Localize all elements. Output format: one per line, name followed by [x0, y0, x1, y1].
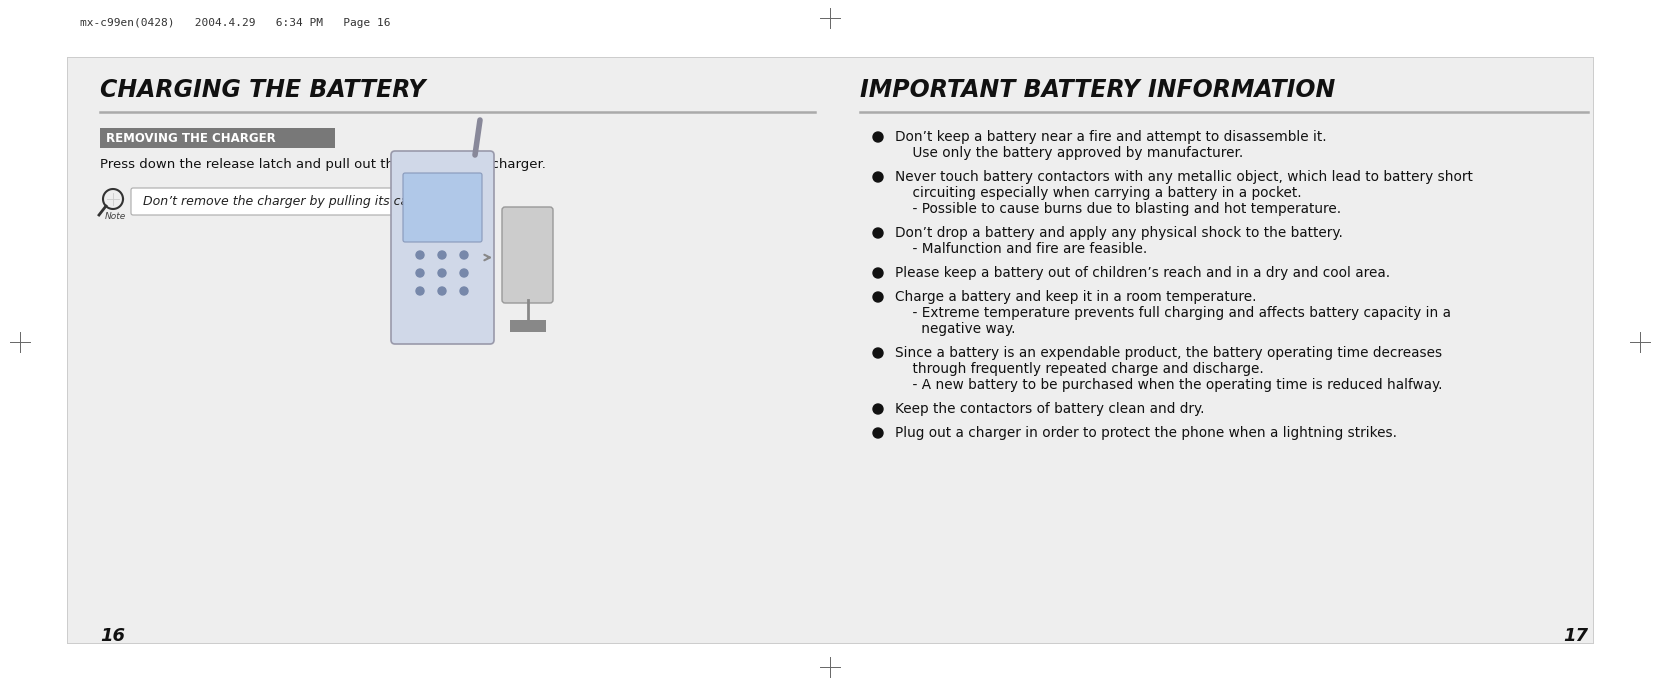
Text: 16: 16 — [100, 627, 124, 645]
Circle shape — [873, 428, 883, 438]
Text: REMOVING THE CHARGER: REMOVING THE CHARGER — [106, 132, 276, 145]
Text: Note: Note — [105, 212, 126, 221]
Circle shape — [417, 287, 423, 295]
Circle shape — [873, 172, 883, 182]
Text: Don’t remove the charger by pulling its cable.: Don’t remove the charger by pulling its … — [143, 195, 432, 208]
Text: Since a battery is an expendable product, the battery operating time decreases: Since a battery is an expendable product… — [895, 346, 1443, 360]
Text: Plug out a charger in order to protect the phone when a lightning strikes.: Plug out a charger in order to protect t… — [895, 426, 1398, 440]
Circle shape — [873, 268, 883, 278]
Circle shape — [873, 228, 883, 238]
Circle shape — [438, 251, 447, 259]
FancyBboxPatch shape — [501, 207, 553, 303]
Circle shape — [460, 287, 468, 295]
Circle shape — [873, 132, 883, 142]
Text: - Malfunction and fire are feasible.: - Malfunction and fire are feasible. — [895, 242, 1147, 256]
Text: Don’t keep a battery near a fire and attempt to disassemble it.: Don’t keep a battery near a fire and att… — [895, 130, 1326, 144]
Text: Never touch battery contactors with any metallic object, which lead to battery s: Never touch battery contactors with any … — [895, 170, 1472, 184]
Text: Don’t drop a battery and apply any physical shock to the battery.: Don’t drop a battery and apply any physi… — [895, 226, 1343, 240]
Text: CHARGING THE BATTERY: CHARGING THE BATTERY — [100, 78, 425, 102]
FancyBboxPatch shape — [131, 188, 440, 215]
Text: Press down the release latch and pull out the contactor of charger.: Press down the release latch and pull ou… — [100, 158, 546, 171]
Circle shape — [873, 292, 883, 302]
Text: circuiting especially when carrying a battery in a pocket.: circuiting especially when carrying a ba… — [895, 186, 1301, 200]
FancyBboxPatch shape — [66, 57, 1594, 643]
Text: - Extreme temperature prevents full charging and affects battery capacity in a: - Extreme temperature prevents full char… — [895, 306, 1451, 320]
Text: Charge a battery and keep it in a room temperature.: Charge a battery and keep it in a room t… — [895, 290, 1257, 304]
Circle shape — [417, 251, 423, 259]
Circle shape — [873, 404, 883, 414]
FancyBboxPatch shape — [392, 151, 495, 344]
Text: - Possible to cause burns due to blasting and hot temperature.: - Possible to cause burns due to blastin… — [895, 202, 1341, 216]
Text: IMPORTANT BATTERY INFORMATION: IMPORTANT BATTERY INFORMATION — [860, 78, 1335, 102]
Text: Keep the contactors of battery clean and dry.: Keep the contactors of battery clean and… — [895, 402, 1205, 416]
FancyBboxPatch shape — [510, 320, 546, 332]
FancyBboxPatch shape — [403, 173, 481, 242]
FancyBboxPatch shape — [100, 128, 335, 148]
Circle shape — [417, 269, 423, 277]
Circle shape — [438, 269, 447, 277]
Text: through frequently repeated charge and discharge.: through frequently repeated charge and d… — [895, 362, 1263, 376]
Circle shape — [873, 348, 883, 358]
Text: - A new battery to be purchased when the operating time is reduced halfway.: - A new battery to be purchased when the… — [895, 378, 1443, 392]
Text: 17: 17 — [1564, 627, 1589, 645]
Circle shape — [460, 269, 468, 277]
Text: mx-c99en(0428)   2004.4.29   6:34 PM   Page 16: mx-c99en(0428) 2004.4.29 6:34 PM Page 16 — [80, 18, 390, 28]
Circle shape — [460, 251, 468, 259]
Text: negative way.: negative way. — [895, 322, 1016, 336]
Circle shape — [438, 287, 447, 295]
Text: Please keep a battery out of children’s reach and in a dry and cool area.: Please keep a battery out of children’s … — [895, 266, 1389, 280]
Text: Use only the battery approved by manufacturer.: Use only the battery approved by manufac… — [895, 146, 1243, 160]
